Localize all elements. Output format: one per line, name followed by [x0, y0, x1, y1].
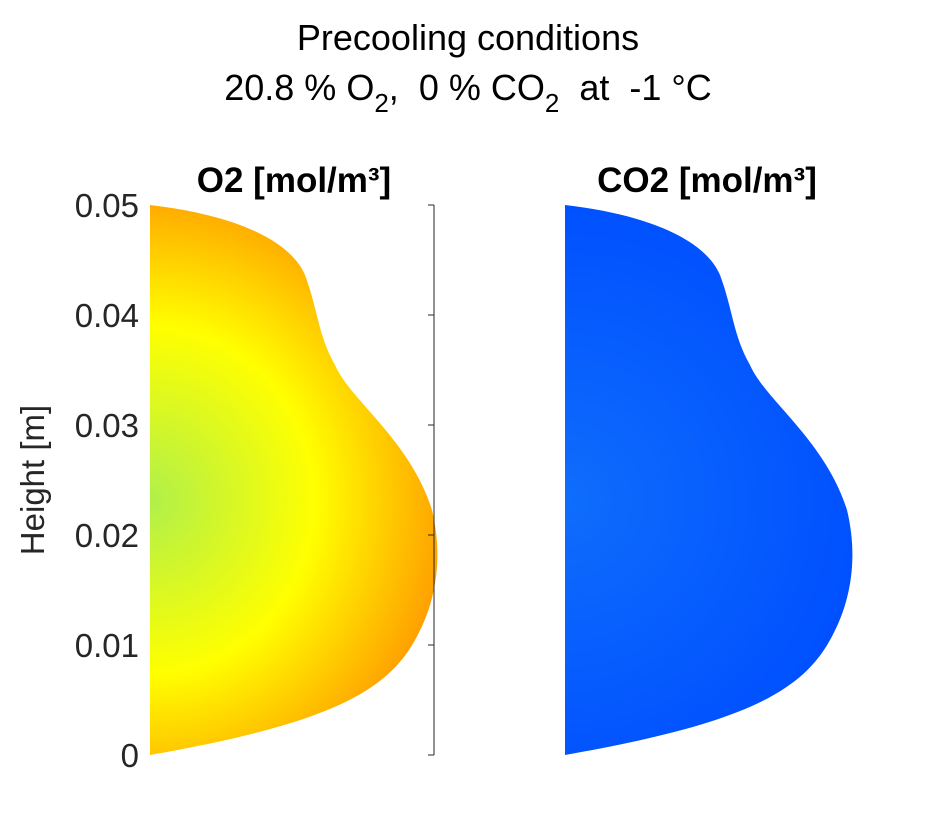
y-tick-label: 0.05: [75, 187, 139, 224]
co2-concentration-shape: [565, 205, 853, 755]
o2-panel-title: O2 [mol/m³]: [197, 161, 391, 200]
y-axis-ticks: 0 0.01 0.02 0.03 0.04 0.05: [75, 187, 434, 774]
y-tick-label: 0.03: [75, 407, 139, 444]
o2-concentration-shape: [150, 205, 438, 755]
co2-panel-title: CO2 [mol/m³]: [597, 161, 817, 200]
y-tick-label: 0.01: [75, 627, 139, 664]
figure-title-line2: 20.8 % O2, 0 % CO2 at -1 °C: [224, 67, 712, 118]
y-tick-label: 0.02: [75, 517, 139, 554]
figure-title-line1: Precooling conditions: [297, 17, 639, 58]
y-tick-label: 0.04: [75, 297, 139, 334]
y-tick-label: 0: [121, 737, 139, 774]
y-axis-label: Height [m]: [14, 405, 51, 555]
